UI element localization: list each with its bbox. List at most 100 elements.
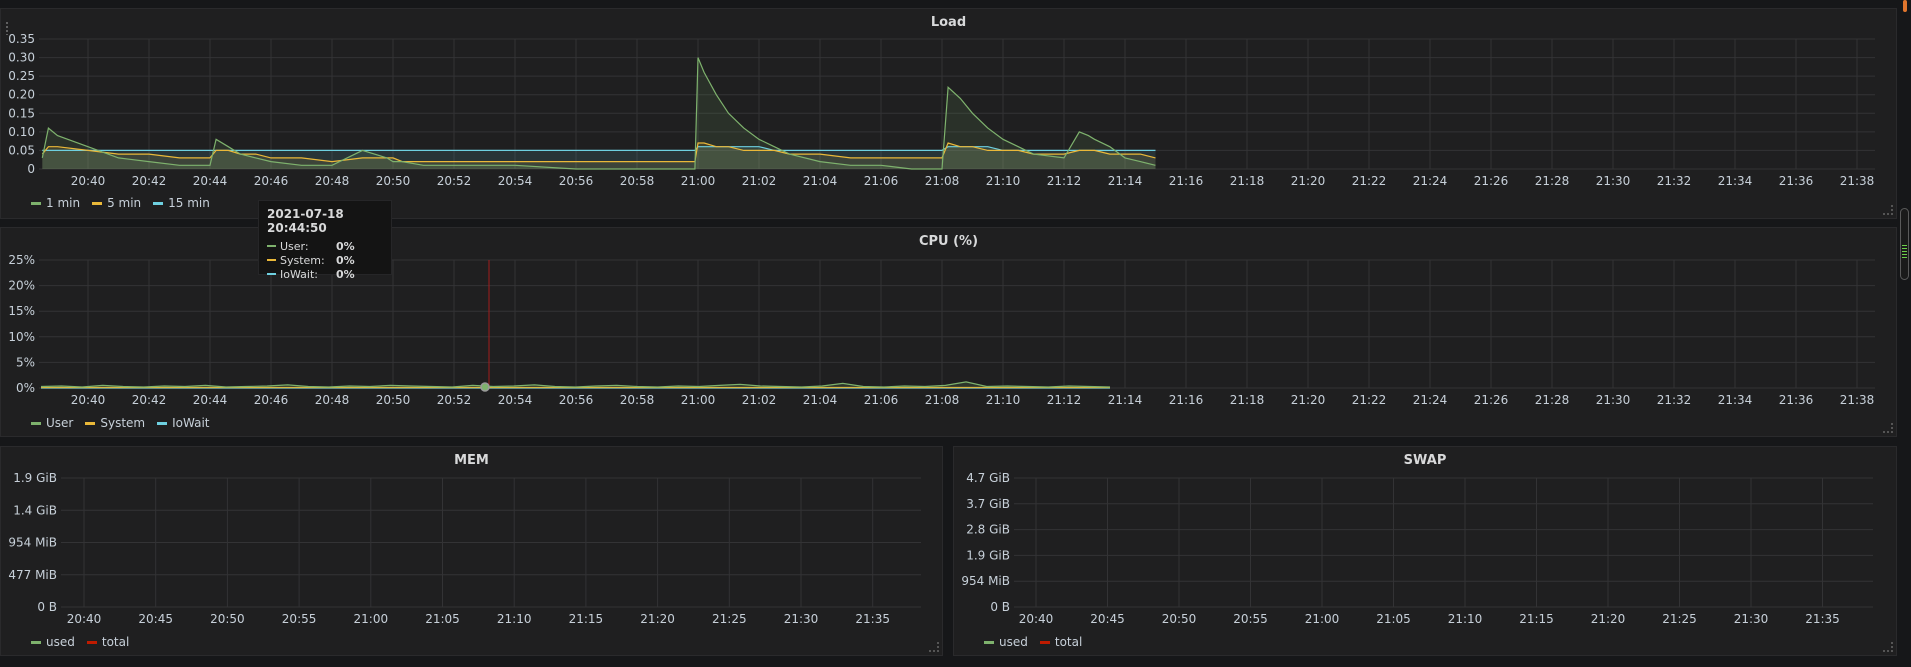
legend-label: total [101, 635, 130, 649]
resize-handle-icon[interactable] [1883, 205, 1893, 215]
x-tick-label: 21:30 [1734, 612, 1769, 626]
x-tick-label: 21:00 [354, 612, 389, 626]
x-tick-label: 21:32 [1657, 393, 1692, 407]
x-tick-label: 21:20 [1291, 174, 1326, 188]
x-tick-label: 21:10 [497, 612, 532, 626]
chart-grid: 0% 5% 10% 15% 20% 25% 20:40 20:42 20:44 20:46 20:4… [8, 253, 1875, 407]
scrollbar-thumb[interactable] [1900, 208, 1909, 280]
swap-panel-title[interactable]: SWAP [1403, 453, 1447, 468]
swap-panel: SWAP 0 B 954 MiB 1.9 GiB 2.8 GiB 3.7 GiB 4.7 … [953, 446, 1897, 656]
x-tick-label: 21:20 [640, 612, 675, 626]
legend-item-system[interactable]: System [85, 416, 145, 430]
legend-item-15-min[interactable]: 15 min [153, 196, 210, 210]
load-panel: Load 0 0.05 0.10 0.15 0.20 0.25 0.30 0.35 20:40 2… [0, 8, 1897, 219]
x-tick-label: 21:25 [1662, 612, 1697, 626]
y-tick-label: 0.30 [8, 51, 35, 65]
cpu-chart[interactable]: 0% 5% 10% 15% 20% 25% 20:40 20:42 20:44 20:46 20:4… [1, 228, 1898, 438]
y-tick-label: 0.10 [8, 125, 35, 139]
legend-item-total[interactable]: total [1039, 635, 1083, 649]
swap-chart[interactable]: 0 B 954 MiB 1.9 GiB 2.8 GiB 3.7 GiB 4.7 GiB 20… [954, 447, 1898, 657]
chart-grid: 0 B 954 MiB 1.9 GiB 2.8 GiB 3.7 GiB 4.7 GiB 20… [961, 471, 1873, 626]
series-line-User[interactable] [40, 381, 1111, 388]
legend-swatch-icon [157, 421, 168, 425]
x-tick-label: 20:40 [71, 174, 106, 188]
x-tick-label: 20:42 [132, 393, 167, 407]
y-tick-label: 10% [8, 330, 35, 344]
x-tick-label: 21:10 [1448, 612, 1483, 626]
x-tick-label: 20:54 [498, 393, 533, 407]
tooltip-swatch-icon [267, 245, 276, 247]
x-tick-label: 21:04 [803, 393, 838, 407]
legend-label: 1 min [46, 196, 81, 210]
x-tick-label: 20:54 [498, 174, 533, 188]
x-tick-label: 20:48 [315, 174, 350, 188]
y-tick-label: 1.9 GiB [13, 471, 57, 485]
x-tick-label: 20:58 [620, 174, 655, 188]
y-tick-label: 0 B [37, 600, 57, 614]
load-chart[interactable]: 0 0.05 0.10 0.15 0.20 0.25 0.30 0.35 20:40 20:42 2… [1, 9, 1898, 220]
mem-panel-title[interactable]: MEM [454, 453, 489, 468]
legend-swatch-icon [31, 421, 41, 425]
series-area-1-min [42, 57, 1156, 169]
x-tick-label: 20:42 [132, 174, 167, 188]
x-tick-label: 20:40 [67, 612, 102, 626]
x-tick-label: 20:50 [1162, 612, 1197, 626]
x-tick-label: 21:14 [1108, 393, 1143, 407]
drag-handle-icon[interactable] [5, 21, 9, 35]
series-line-1-min[interactable] [41, 57, 1156, 170]
load-panel-title[interactable]: Load [930, 15, 967, 30]
scroll-grip-icon [1902, 245, 1907, 259]
x-tick-label: 21:16 [1169, 393, 1204, 407]
x-tick-label: 20:56 [559, 174, 594, 188]
legend-label: IoWait [172, 416, 210, 430]
x-tick-label: 20:48 [315, 393, 350, 407]
legend-item-used[interactable]: used [984, 635, 1028, 649]
legend-item-used[interactable]: used [31, 635, 75, 649]
x-tick-label: 20:46 [254, 393, 289, 407]
resize-handle-icon[interactable] [1883, 423, 1893, 433]
legend-swatch-icon [92, 201, 103, 205]
tooltip-time: 2021-07-18 20:44:50 [267, 207, 344, 235]
x-tick-label: 20:46 [254, 174, 289, 188]
mem-chart[interactable]: 0 B 477 MiB 954 MiB 1.4 GiB 1.9 GiB 20:40 20:4… [1, 447, 944, 657]
y-tick-label: 20% [8, 279, 35, 293]
y-tick-label: 5% [16, 355, 35, 369]
y-tick-label: 0.20 [8, 88, 35, 102]
legend-item-user[interactable]: User [31, 416, 73, 430]
legend-label: used [999, 635, 1028, 649]
x-tick-label: 21:18 [1230, 393, 1265, 407]
x-tick-label: 21:24 [1413, 174, 1448, 188]
resize-handle-icon[interactable] [929, 642, 939, 652]
legend-swatch-icon [1039, 640, 1050, 644]
resize-handle-icon[interactable] [1883, 642, 1893, 652]
x-tick-label: 20:44 [193, 174, 228, 188]
x-tick-label: 21:15 [569, 612, 604, 626]
x-tick-label: 21:10 [986, 174, 1021, 188]
legend-item-1-min[interactable]: 1 min [31, 196, 80, 210]
swap-legend: used total [984, 635, 1082, 649]
x-tick-label: 20:40 [71, 393, 106, 407]
x-tick-label: 21:35 [1805, 612, 1840, 626]
legend-item-iowait[interactable]: IoWait [157, 416, 209, 430]
tooltip-value: 0% [336, 239, 355, 253]
y-tick-label: 1.9 GiB [966, 548, 1010, 562]
x-tick-label: 20:55 [1233, 612, 1268, 626]
x-tick-label: 21:28 [1535, 393, 1570, 407]
x-tick-label: 21:30 [1596, 393, 1631, 407]
legend-item-total[interactable]: total [86, 635, 130, 649]
tooltip-row: System: 0% [267, 253, 383, 267]
series-line-5-min[interactable] [41, 142, 1156, 163]
x-tick-label: 21:04 [803, 174, 838, 188]
y-tick-label: 2.8 GiB [966, 523, 1010, 537]
series-area-15-min [42, 146, 1156, 169]
x-tick-label: 21:34 [1718, 393, 1753, 407]
legend-label: total [1054, 635, 1083, 649]
tooltip-label: System: [280, 253, 325, 267]
x-tick-label: 21:12 [1047, 393, 1082, 407]
page-scrollbar[interactable] [1899, 0, 1911, 667]
y-tick-label: 3.7 GiB [966, 497, 1010, 511]
legend-item-5-min[interactable]: 5 min [92, 196, 141, 210]
cpu-panel-title[interactable]: CPU (%) [918, 234, 979, 249]
tooltip-swatch-icon [267, 259, 276, 261]
x-tick-label: 21:38 [1840, 174, 1875, 188]
